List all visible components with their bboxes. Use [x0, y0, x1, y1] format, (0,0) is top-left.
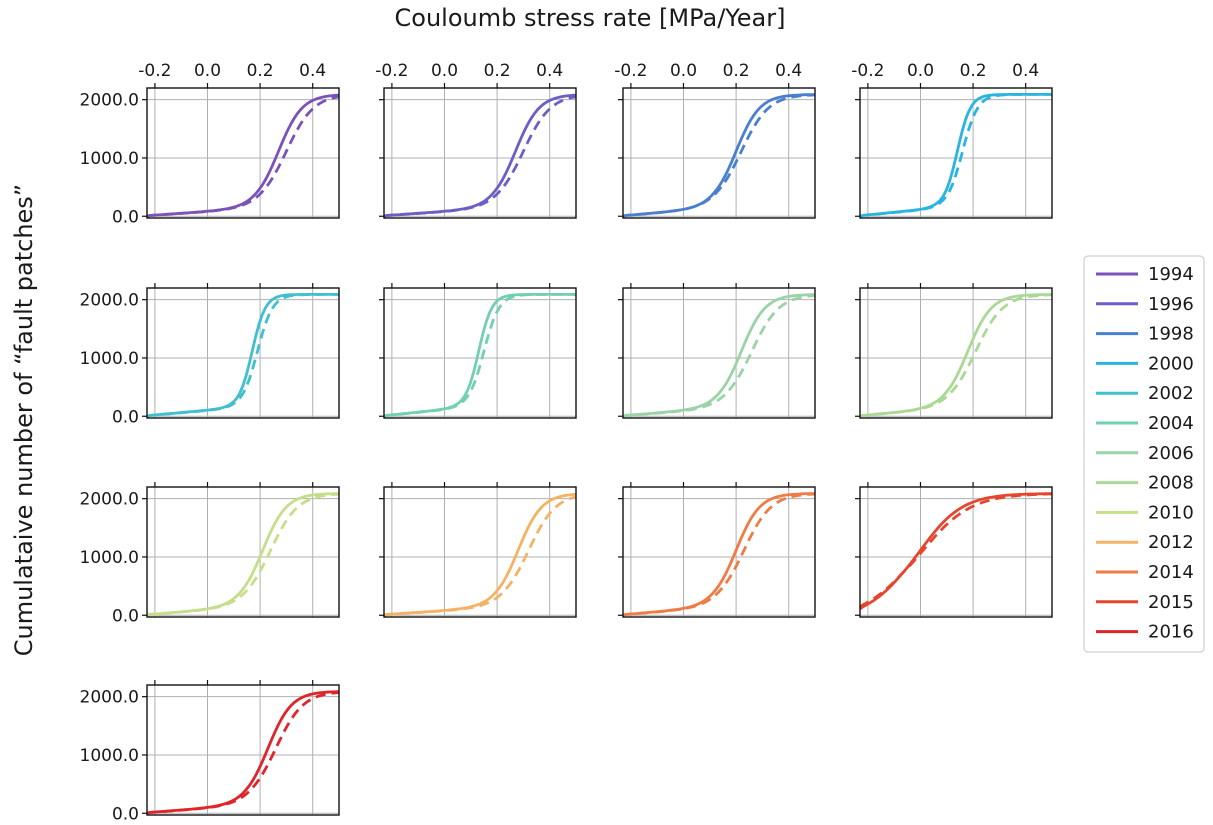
- x-tick-label: -0.2: [851, 61, 884, 81]
- legend-label-2014: 2014: [1148, 562, 1194, 583]
- x-tick-label: 0.0: [431, 61, 458, 81]
- legend-label-2000: 2000: [1148, 353, 1194, 374]
- x-tick-label: -0.2: [138, 61, 171, 81]
- panel-2008: [855, 283, 1053, 419]
- x-tick-label: -0.2: [614, 61, 647, 81]
- y-tick-label: 2000.0: [80, 291, 139, 311]
- axes-frame: [622, 287, 816, 419]
- legend-label-2004: 2004: [1148, 413, 1194, 434]
- panel-1994: 0.0 1000.0 2000.0 -0.2 0.0 0.2 0.4: [80, 61, 340, 227]
- panel-2014: [618, 482, 816, 618]
- y-tick-label: 1000.0: [80, 349, 139, 369]
- series-2002-solid: [146, 293, 339, 418]
- axes-frame: [146, 87, 340, 219]
- series-2014-dashed: [622, 492, 816, 617]
- axes-frame: [859, 287, 1053, 419]
- legend-label-1998: 1998: [1148, 324, 1194, 345]
- x-tick-label: 0.0: [907, 61, 934, 81]
- legend-label-2016: 2016: [1148, 622, 1194, 643]
- axes-frame: [383, 486, 577, 618]
- y-tick-label: 1000.0: [80, 149, 139, 169]
- series-2010-dashed: [146, 492, 340, 617]
- axes-frame: [859, 486, 1053, 618]
- panel-2012: [379, 482, 577, 618]
- legend-label-2012: 2012: [1148, 532, 1194, 553]
- series-2016-dashed: [146, 691, 340, 815]
- legend: 1994 1996 1998 2000 2002 2004 2006 2008 2010 2012…: [1083, 255, 1205, 653]
- legend-label-2008: 2008: [1148, 473, 1194, 494]
- panel-2016: 0.0 1000.0 2000.0: [80, 680, 340, 824]
- series-2002-dashed: [146, 293, 339, 418]
- x-tick-label: 0.4: [775, 61, 802, 81]
- legend-box: [1083, 255, 1205, 653]
- x-tick-label: 0.2: [960, 61, 987, 81]
- series-2000-dashed: [859, 93, 1052, 218]
- y-axis-label: Cumulataive number of “fault patches”: [10, 184, 38, 657]
- series-2015-solid: [859, 492, 1053, 610]
- y-tick-label: 1000.0: [80, 548, 139, 568]
- panel-1996: -0.2 0.0 0.2 0.4: [375, 61, 577, 219]
- axes-frame: [622, 486, 816, 618]
- axes-frame: [859, 87, 1053, 219]
- x-tick-label: 0.4: [1012, 61, 1039, 81]
- series-1994-dashed: [146, 95, 340, 218]
- y-tick-label: 0.0: [112, 606, 139, 626]
- panel-2004: [379, 283, 577, 419]
- legend-label-2002: 2002: [1148, 383, 1194, 404]
- x-axis-label: Couloumb stress rate [MPa/Year]: [395, 4, 786, 32]
- y-tick-label: 0.0: [112, 407, 139, 427]
- series-1998-solid: [622, 93, 815, 218]
- axes-frame: [383, 287, 577, 419]
- panel-2010: 0.0 1000.0 2000.0: [80, 482, 340, 626]
- series-2008-solid: [859, 293, 1052, 418]
- panel-2006: [618, 283, 816, 419]
- x-tick-label: 0.0: [670, 61, 697, 81]
- y-tick-label: 1000.0: [80, 746, 139, 766]
- x-tick-label: 0.0: [194, 61, 221, 81]
- x-tick-label: 0.2: [723, 61, 750, 81]
- series-2012-solid: [383, 492, 577, 617]
- x-tick-label: 0.4: [536, 61, 563, 81]
- legend-label-2015: 2015: [1148, 592, 1194, 613]
- y-tick-label: 2000.0: [80, 490, 139, 510]
- x-tick-label: -0.2: [375, 61, 408, 81]
- axes-frame: [383, 87, 577, 219]
- series-2004-dashed: [383, 293, 576, 418]
- axes-frame: [146, 287, 340, 419]
- series-2012-dashed: [383, 495, 577, 617]
- series-2000-solid: [859, 93, 1052, 218]
- series-2015-dashed: [859, 492, 1052, 609]
- series-1996-dashed: [383, 95, 577, 218]
- y-tick-label: 2000.0: [80, 91, 139, 111]
- legend-label-2010: 2010: [1148, 502, 1194, 523]
- series-1998-dashed: [622, 93, 816, 218]
- legend-label-1996: 1996: [1148, 294, 1194, 315]
- axes-frame: [622, 87, 816, 219]
- panel-2000: -0.2 0.0 0.2 0.4: [851, 61, 1053, 219]
- series-2008-dashed: [859, 293, 1053, 418]
- x-tick-label: 0.2: [484, 61, 511, 81]
- x-tick-label: 0.4: [299, 61, 326, 81]
- series-2010-solid: [146, 492, 339, 617]
- axes-frame: [146, 684, 340, 816]
- legend-label-2006: 2006: [1148, 443, 1194, 464]
- series-2014-solid: [622, 492, 815, 617]
- y-tick-label: 0.0: [112, 804, 139, 824]
- panel-1998: -0.2 0.0 0.2 0.4: [614, 61, 816, 219]
- x-tick-label: 0.2: [247, 61, 274, 81]
- series-2004-solid: [383, 293, 576, 418]
- y-tick-label: 0.0: [112, 207, 139, 227]
- legend-label-1994: 1994: [1148, 264, 1194, 285]
- series-2006-dashed: [622, 294, 816, 418]
- y-tick-label: 2000.0: [80, 688, 139, 708]
- panel-2002: 0.0 1000.0 2000.0: [80, 283, 340, 427]
- panel-2015: [855, 482, 1053, 618]
- axes-frame: [146, 486, 340, 618]
